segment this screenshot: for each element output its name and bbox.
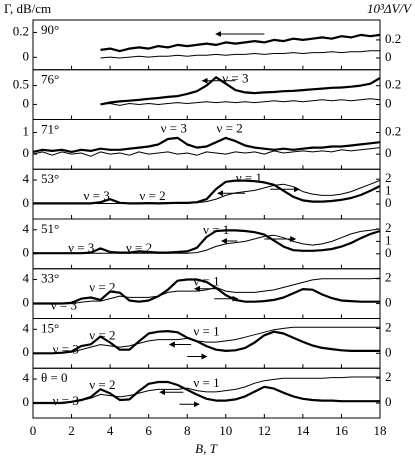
attenuation-curve xyxy=(33,278,380,305)
filling-factor-label: ν = 1 xyxy=(193,274,219,289)
y-tick-label: 0 xyxy=(23,294,30,309)
y2-tick-label: 2 xyxy=(385,319,392,334)
filling-factor-label: ν = 1 xyxy=(193,323,219,338)
y2-tick-label: 2 xyxy=(385,270,392,285)
y2-axis-label: 10³ΔV/V xyxy=(367,1,413,16)
y2-tick-label: 1 xyxy=(385,183,392,198)
y2-tick-label: 0.2 xyxy=(385,123,401,138)
y2-tick-label: 0 xyxy=(385,295,392,310)
attenuation-curve xyxy=(33,229,381,255)
filling-factor-label: ν = 1 xyxy=(193,375,219,390)
panel-label: 33° xyxy=(41,271,59,286)
y2-tick-label: 0 xyxy=(385,95,392,110)
panel-frame xyxy=(32,69,381,120)
y-tick-label: 0 xyxy=(23,195,30,210)
filling-factor-label: ν = 3 xyxy=(53,393,79,408)
panel-frame xyxy=(32,119,381,170)
velocity-curve xyxy=(100,50,380,59)
y2-tick-label: 2 xyxy=(385,369,392,384)
y-tick-label: 4 xyxy=(23,320,30,335)
y2-tick-label: 0 xyxy=(385,145,392,160)
y2-tick-label: 0.2 xyxy=(385,31,401,46)
filling-factor-label: ν = 2 xyxy=(126,240,152,255)
velocity-curve xyxy=(33,326,380,354)
panel-frame xyxy=(32,19,381,71)
panel-label: 53° xyxy=(41,171,59,186)
y2-tick-label: 0 xyxy=(385,195,392,210)
x-tick-label: 4 xyxy=(107,423,114,438)
attenuation-curve xyxy=(32,136,381,153)
velocity-curve xyxy=(33,179,381,204)
y-tick-label: 4 xyxy=(23,171,30,186)
y-tick-label: 0 xyxy=(23,245,30,260)
y-tick-label: 0.5 xyxy=(13,77,29,92)
y-tick-label: 4 xyxy=(23,271,30,286)
y-tick-label: 1 xyxy=(23,123,30,138)
x-tick-label: 0 xyxy=(30,423,37,438)
filling-factor-label: ν = 2 xyxy=(89,377,115,392)
x-tick-label: 14 xyxy=(296,423,310,438)
filling-factor-label: ν = 3 xyxy=(84,188,110,203)
x-tick-label: 2 xyxy=(68,423,75,438)
y2-tick-label: 2 xyxy=(385,170,392,185)
x-tick-label: 8 xyxy=(184,423,191,438)
y2-tick-label: 0 xyxy=(385,245,392,260)
filling-factor-label: ν = 2 xyxy=(89,327,115,342)
y-tick-label: 4 xyxy=(23,370,30,385)
filling-factor-label: ν = 2 xyxy=(139,188,165,203)
filling-factor-label: ν = 3 xyxy=(68,240,94,255)
velocity-curve xyxy=(33,277,381,305)
filling-factor-label: ν = 3 xyxy=(53,341,79,356)
x-tick-label: 18 xyxy=(374,423,387,438)
filling-factor-label: ν = 2 xyxy=(217,120,243,135)
velocity-curve xyxy=(33,376,380,404)
filling-factor-label: ν = 3 xyxy=(222,71,248,86)
y-axis-label: Γ, dB/cm xyxy=(4,1,51,16)
panel-label: θ = 0 xyxy=(41,370,68,385)
y-tick-label: 0 xyxy=(23,344,30,359)
y2-tick-label: 0 xyxy=(385,344,392,359)
panel-label: 76° xyxy=(41,72,59,87)
y2-tick-label: 1 xyxy=(385,232,392,247)
velocity-curve xyxy=(32,147,381,157)
x-axis-label: B, T xyxy=(195,441,217,456)
y-tick-label: 0 xyxy=(23,145,30,160)
y-tick-label: 0 xyxy=(23,95,30,110)
y2-tick-label: 0 xyxy=(385,394,392,409)
filling-factor-label: ν = 2 xyxy=(89,280,115,295)
x-tick-label: 10 xyxy=(219,423,232,438)
y-tick-label: 4 xyxy=(23,221,30,236)
y-tick-label: 0 xyxy=(23,394,30,409)
filling-factor-label: ν = 1 xyxy=(203,222,229,237)
panel-frame xyxy=(32,367,381,419)
y-tick-label: 0.2 xyxy=(13,23,29,38)
panel-label: 51° xyxy=(41,221,59,236)
panel-label: 15° xyxy=(41,320,59,335)
y2-tick-label: 0.2 xyxy=(385,77,401,92)
filling-factor-label: ν = 3 xyxy=(51,298,77,313)
velocity-curve xyxy=(33,228,381,254)
x-tick-label: 6 xyxy=(145,423,152,438)
velocity-curve xyxy=(100,98,381,106)
attenuation-curve xyxy=(33,330,380,355)
y-tick-label: 0 xyxy=(23,48,30,63)
filling-factor-label: ν = 1 xyxy=(236,170,262,185)
attenuation-curve xyxy=(100,33,381,53)
panel-label: 90° xyxy=(41,22,59,37)
attenuation-curve xyxy=(33,380,380,405)
x-tick-label: 16 xyxy=(335,423,349,438)
x-tick-label: 12 xyxy=(258,423,271,438)
y2-tick-label: 0 xyxy=(385,49,392,64)
filling-factor-label: ν = 3 xyxy=(161,120,187,135)
attenuation-curve xyxy=(100,76,381,106)
panel-label: 71° xyxy=(41,121,59,136)
y2-tick-label: 2 xyxy=(385,220,392,235)
